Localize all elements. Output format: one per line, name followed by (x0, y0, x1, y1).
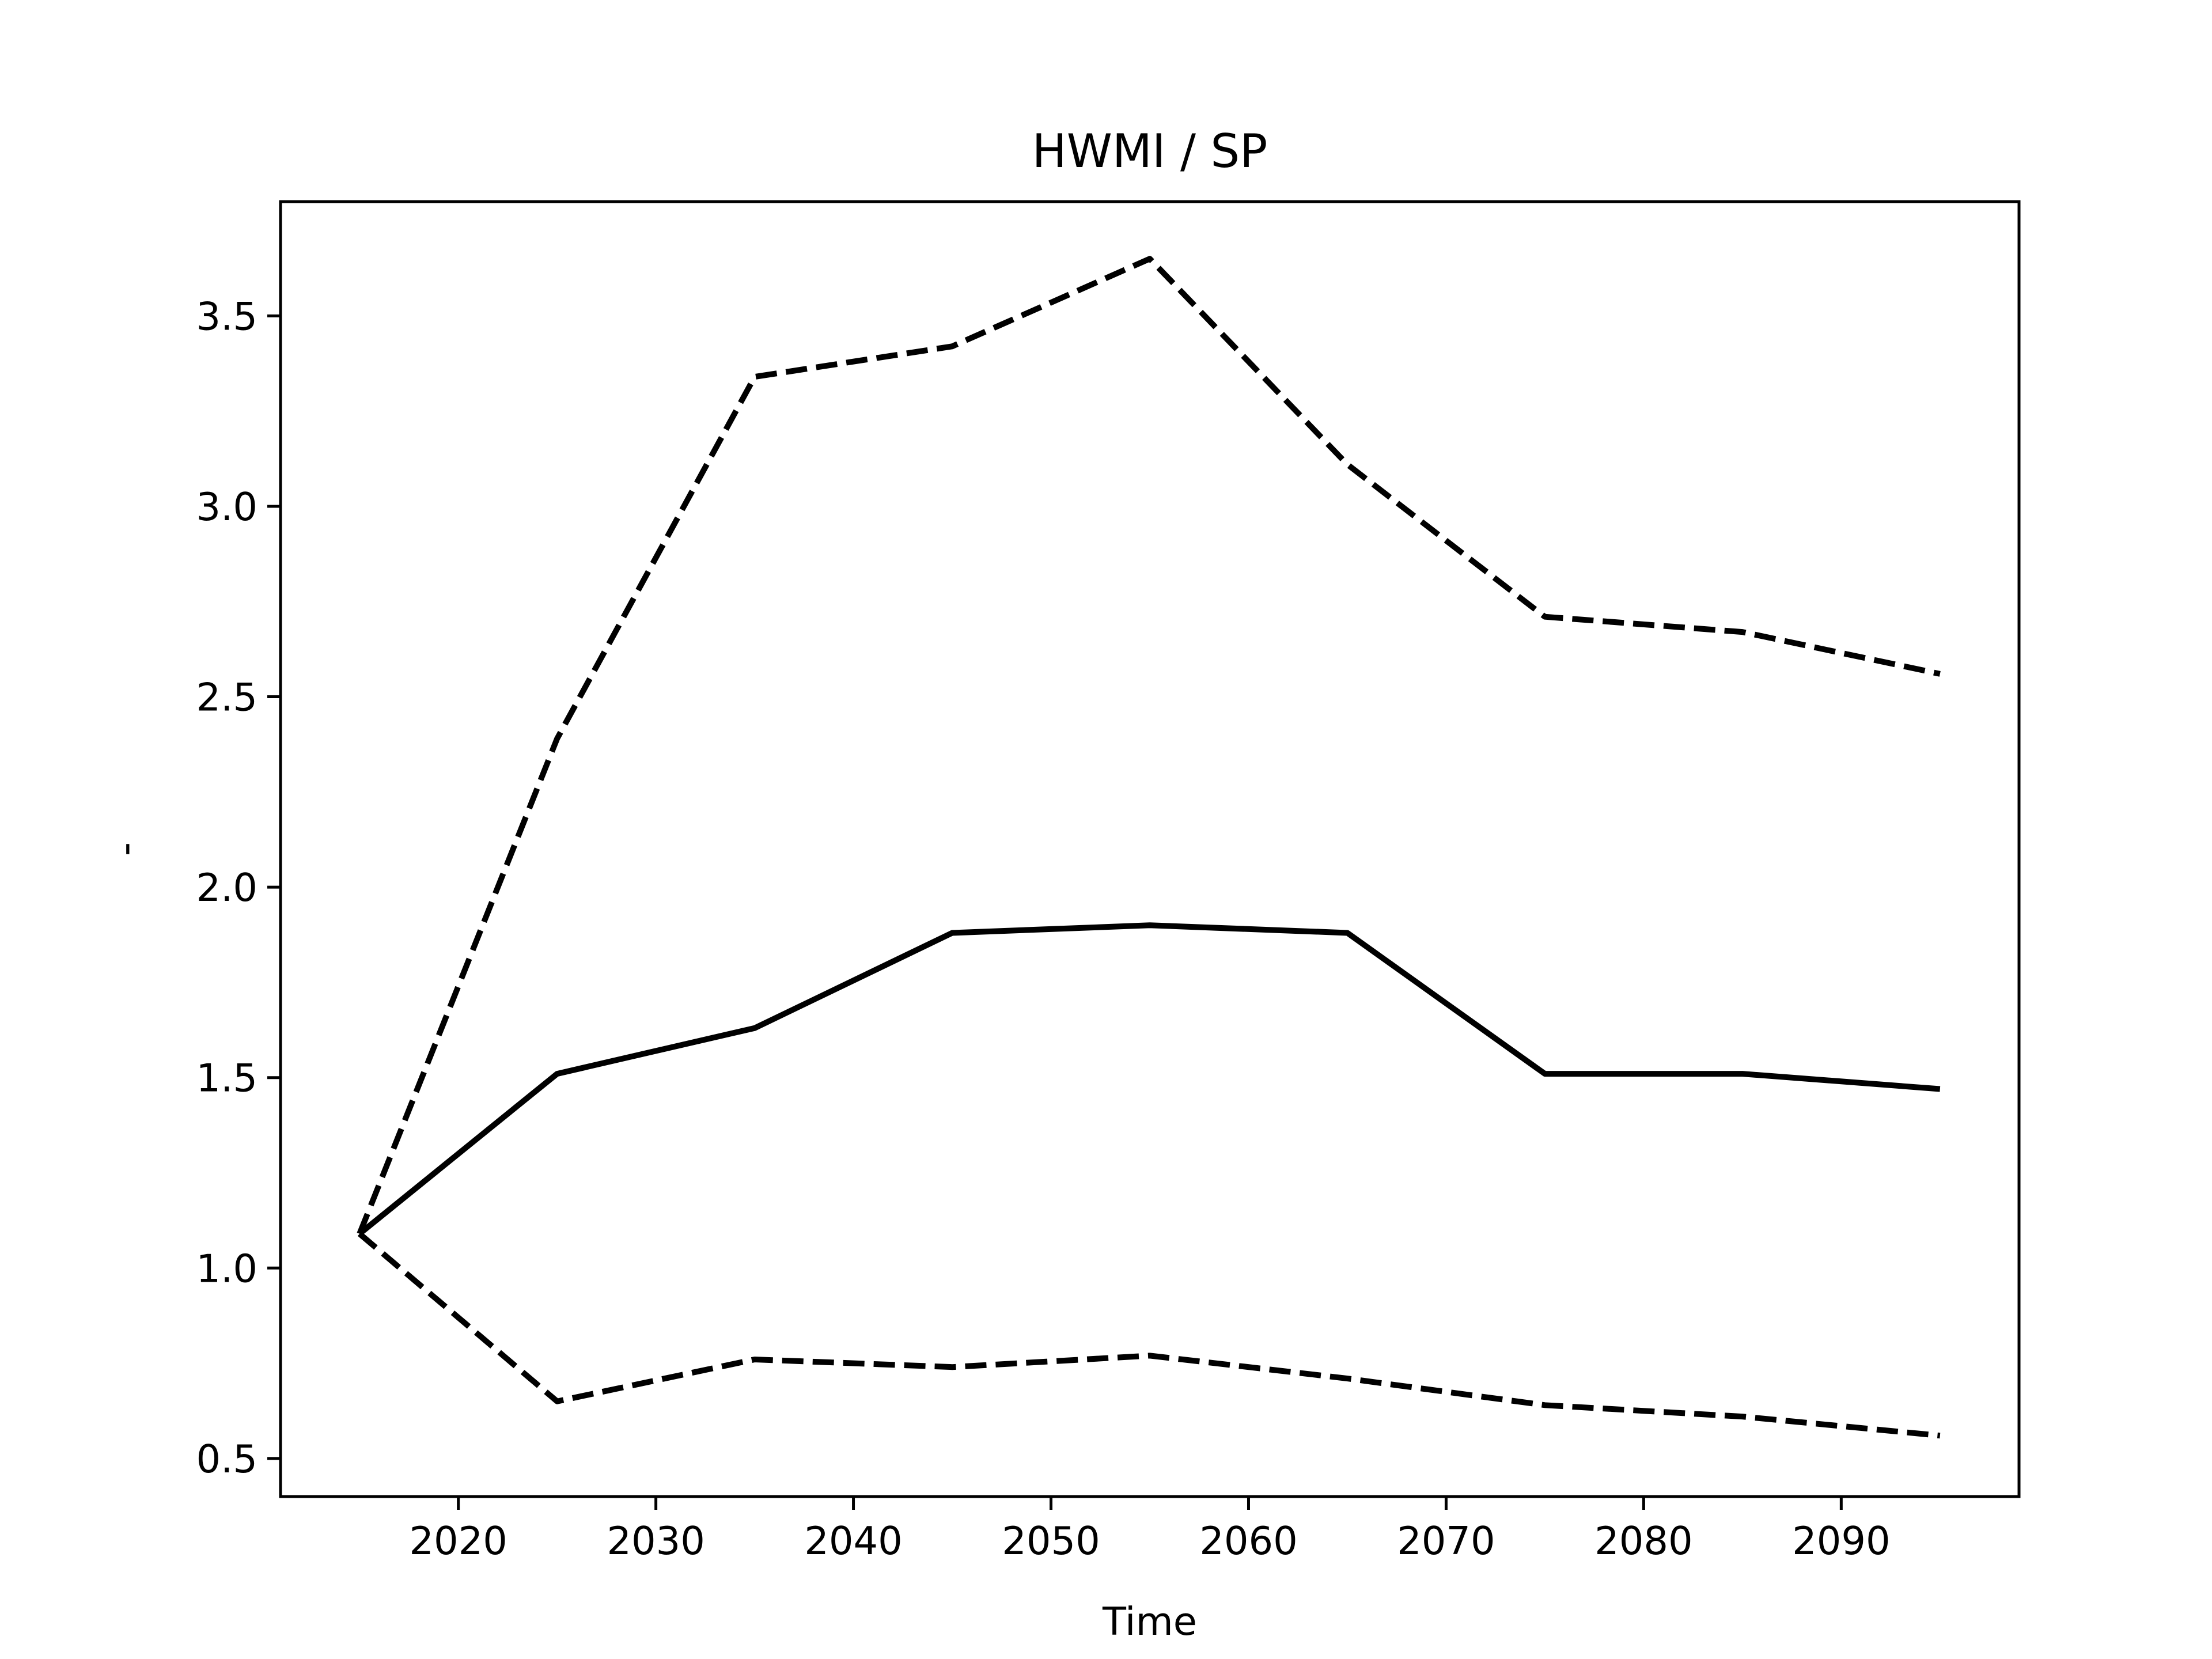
y-tick-label: 0.5 (196, 1437, 257, 1482)
x-tick-label: 2050 (1002, 1518, 1100, 1563)
y-tick-label: 1.0 (196, 1246, 257, 1291)
x-tick-label: 2070 (1397, 1518, 1495, 1563)
x-tick-label: 2090 (1792, 1518, 1891, 1563)
chart-title: HWMI / SP (1032, 124, 1268, 178)
y-tick-label: 2.5 (196, 675, 257, 720)
series-line (357, 1231, 1941, 1439)
x-axis-label: Time (1102, 1599, 1197, 1644)
x-tick-label: 2040 (804, 1518, 903, 1563)
y-tick-label: 2.0 (196, 865, 257, 910)
series-line (357, 256, 1941, 1235)
x-tick-label: 2030 (607, 1518, 705, 1563)
x-tick-label: 2020 (409, 1518, 507, 1563)
y-axis-label: - (103, 842, 147, 856)
y-tick-label: 3.5 (196, 294, 257, 339)
x-tick-label: 2060 (1199, 1518, 1298, 1563)
y-tick-label: 1.5 (196, 1056, 257, 1101)
x-tick-label: 2080 (1594, 1518, 1693, 1563)
series-line (358, 922, 1941, 1236)
axes-frame (279, 200, 2021, 1498)
y-tick-label: 3.0 (196, 484, 257, 529)
